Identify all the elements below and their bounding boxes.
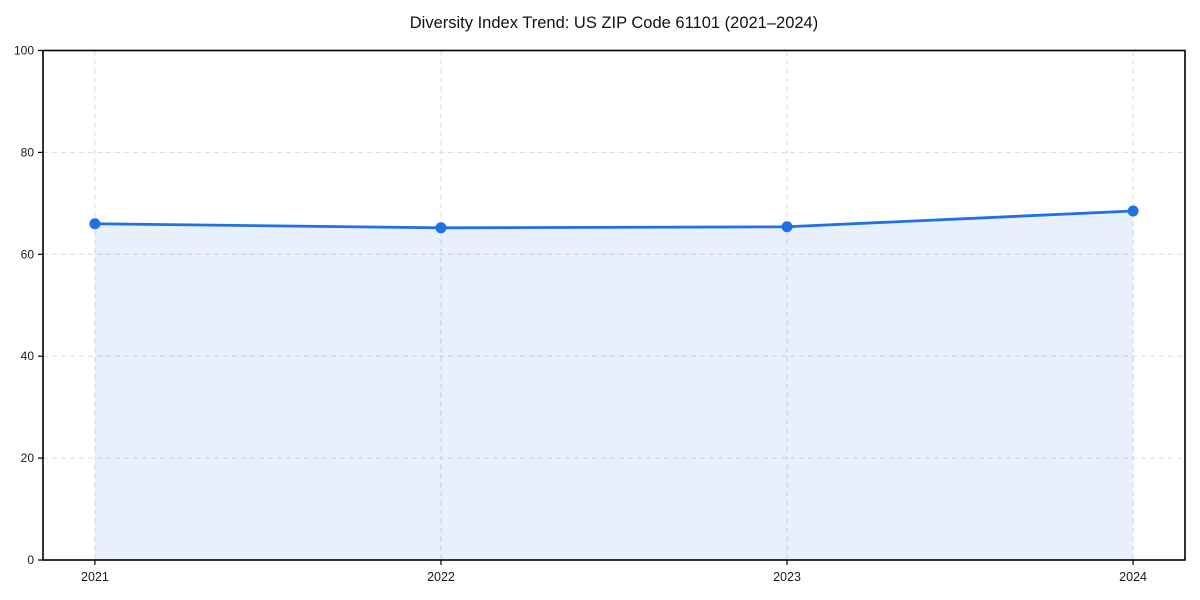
area-layer	[94, 210, 1134, 560]
plot-border	[42, 49, 1186, 561]
y-tick-label: 0	[27, 553, 34, 567]
y-tick-label: 20	[21, 451, 35, 465]
x-tick-label: 2021	[81, 570, 109, 584]
y-tick-label: 60	[21, 247, 35, 261]
data-point-marker	[89, 218, 101, 230]
trend-line	[93, 209, 1135, 230]
y-tick-label: 40	[21, 349, 35, 363]
line-layer	[93, 209, 1135, 230]
x-tick-label: 2023	[773, 570, 801, 584]
data-point-marker	[781, 221, 793, 233]
y-tick-label: 100	[14, 44, 34, 58]
data-point-marker	[1127, 205, 1139, 217]
x-tick-label: 2022	[427, 570, 455, 584]
x-tick-label: 2024	[1119, 570, 1147, 584]
marker-layer	[89, 205, 1139, 234]
data-point-marker	[435, 222, 447, 234]
area-fill	[94, 210, 1134, 560]
y-tick-label: 80	[21, 145, 35, 159]
chart-title: Diversity Index Trend: US ZIP Code 61101…	[410, 14, 818, 32]
axis-layer: 0 20 40 60 80 100 2021 2022 2023 2024	[14, 44, 1186, 584]
